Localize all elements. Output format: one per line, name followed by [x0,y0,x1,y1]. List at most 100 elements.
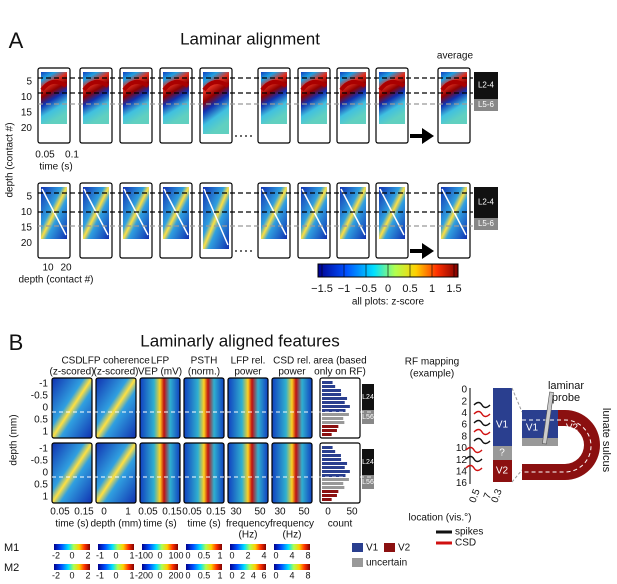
column-title: LFP coherence [82,356,150,367]
band [202,79,230,92]
heatmap [95,377,137,439]
x-tick-label: 1 [125,507,131,518]
colorbar-tick-label: 2 [245,550,250,560]
colorbar-tick-label: 0 [273,570,278,580]
bar [322,462,348,465]
bar [322,494,337,497]
band [339,79,367,92]
x-label: depth (mm) [90,519,141,530]
layer-label: L2-4 [478,81,495,90]
area-label: V2 [566,423,579,434]
x-label: time (s) [143,519,176,530]
bar [322,486,345,489]
y-tick-label: 5 [26,77,32,88]
colorbar-tick-label: 0.5 [402,283,417,295]
x-label: (Hz) [239,530,258,541]
colorbar-tick-label: −1 [338,283,351,295]
colorbar-tick-label: -1 [96,570,104,580]
colorbar [186,544,222,550]
bar [322,425,339,428]
x-label: depth (contact #) [18,275,93,286]
heatmap [51,377,93,439]
diagonal [203,188,229,246]
heatmap [83,72,109,124]
layer-box [362,384,374,410]
colorbar [230,564,266,570]
layer-label: L2-4 [478,198,495,207]
column-title: power [278,367,306,378]
colorbar-tick-label: 0 [385,283,391,295]
cortex-v2 [522,410,600,480]
colorbar [274,544,310,550]
colorbar [98,544,134,550]
x-tick-label: 0 [325,507,331,518]
colorbar-tick-label: 0 [185,550,190,560]
y-tick-label: 15 [21,223,33,234]
x-label: time (s) [55,519,88,530]
trace [473,410,491,418]
colorbar-tick-label: -2 [52,550,60,560]
y-tick-label: 10 [21,207,33,218]
bar [322,397,348,400]
bar [322,409,346,412]
colorbar [274,564,310,570]
y-tick-label: 6 [461,420,467,431]
layer-label: L5-6 [478,100,495,109]
y-tick-label: -0.5 [31,391,49,402]
y-tick-label: 14 [456,467,468,478]
colorbar-tick-label: 0 [157,550,162,560]
colorbar-tick-label: 4 [251,570,256,580]
heatmap [340,72,366,124]
bar [322,417,344,420]
bar [322,490,339,493]
colorbar-tick-label: −1.5 [311,283,333,295]
legend-label: uncertain [366,558,407,569]
x-tick-label: 0.3 [490,487,505,504]
bar [322,413,349,416]
heatmap [183,442,225,504]
colorbar [98,564,134,570]
colorbar-tick-label: 2 [240,570,245,580]
heatmap [227,442,269,504]
y-tick-label: 16 [456,478,468,489]
bar [322,429,337,432]
x-tick-label: 0.15 [74,507,94,518]
trace [465,446,483,454]
y-tick-label: 1 [42,427,48,438]
bar [322,482,344,485]
y-tick-label: 8 [461,431,467,442]
probe [542,391,554,445]
x-tick-label: 0.15 [206,507,226,518]
layer-box [362,449,374,475]
band [300,79,328,92]
dot [240,135,242,137]
column-title: CSD rel. [273,356,311,367]
monkey-label: M1 [4,542,19,554]
colorbar-tick-label: 0 [69,570,74,580]
colorbar-tick-label: 0 [273,550,278,560]
x-tick-label: 0.05 [138,507,158,518]
layer-box [362,410,374,424]
colorbar-tick-label: 6 [261,570,266,580]
column-title: CSD [61,356,82,367]
trace [473,428,491,436]
x-label: time (s) [39,162,72,173]
area-bar [493,446,512,460]
x-tick-label: 50 [298,507,310,518]
colorbar-tick-label: 0 [229,550,234,560]
trace [465,464,483,472]
x-tick-label: 30 [230,507,242,518]
layer-label: L24 [362,394,374,401]
layer-box [474,218,498,230]
heatmap [95,442,137,504]
colorbar-label: all plots: z-score [352,297,425,308]
area-label: V1 [526,423,539,434]
x-tick-label: 0.05 [35,150,55,161]
y-tick-label: 0.5 [34,480,48,491]
panel-label: A [9,28,24,53]
colorbar-tick-label: 2 [85,550,90,560]
dot [245,135,247,137]
colorbar-tick-label: 0.5 [198,570,211,580]
arrow [410,128,434,144]
